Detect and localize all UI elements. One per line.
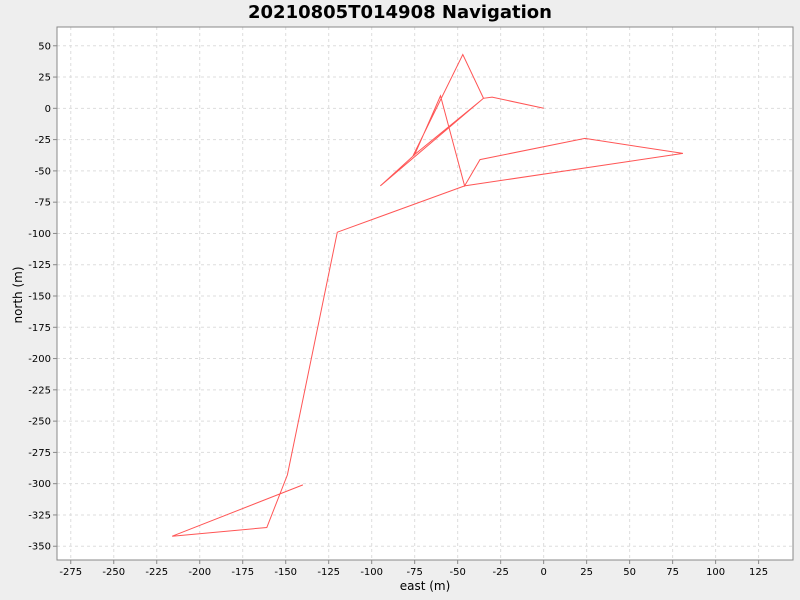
axes: -275 -250 -225 -200 -175 -150 -125 -100 -75 -50 -2… [28, 26, 794, 578]
x-tick-label: -275 [59, 567, 82, 578]
x-tick-label: -200 [188, 567, 211, 578]
navigation-track-line [172, 53, 683, 537]
y-tick-label: -250 [28, 417, 51, 428]
x-tick-label: -250 [102, 567, 125, 578]
y-tick-label: -350 [28, 542, 51, 553]
y-tick-label: -175 [28, 323, 51, 334]
grid [57, 27, 793, 560]
y-tick-label: -300 [28, 479, 51, 490]
y-tick-label: 25 [38, 73, 51, 84]
x-tick-label: 125 [749, 567, 768, 578]
y-tick-label: -100 [28, 229, 51, 240]
x-tick-label: -175 [231, 567, 254, 578]
chart-title: 20210805T014908 Navigation [248, 2, 552, 23]
y-tick-label: -325 [28, 510, 51, 521]
y-tick-label: -50 [35, 166, 51, 177]
x-tick-label: 75 [666, 567, 679, 578]
y-tick-label: -150 [28, 292, 51, 303]
x-tick-label: -50 [450, 567, 466, 578]
y-tick-label: -125 [28, 260, 51, 271]
y-tick-label: -275 [28, 448, 51, 459]
plot-border [56, 26, 794, 561]
x-tick-label: 0 [540, 567, 546, 578]
x-tick-label: -75 [407, 567, 423, 578]
y-tick-label: 0 [45, 104, 51, 115]
y-tick-label: -25 [35, 135, 51, 146]
x-tick-label: -125 [317, 567, 340, 578]
plot-area [57, 27, 793, 560]
y-tick-label: -75 [35, 198, 51, 209]
x-tick-label: 100 [706, 567, 725, 578]
x-tick-label: 25 [580, 567, 593, 578]
x-tick-label: 50 [623, 567, 636, 578]
x-tick-label: -150 [274, 567, 297, 578]
y-tick-label: 50 [38, 41, 51, 52]
y-tick-label: -200 [28, 354, 51, 365]
x-tick-label: -225 [145, 567, 168, 578]
x-tick-label: -100 [360, 567, 383, 578]
y-tick-label: -225 [28, 385, 51, 396]
y-axis-label: north (m) [11, 266, 25, 323]
x-axis-label: east (m) [400, 579, 451, 593]
x-tick-label: -25 [492, 567, 508, 578]
series-group [172, 53, 683, 537]
